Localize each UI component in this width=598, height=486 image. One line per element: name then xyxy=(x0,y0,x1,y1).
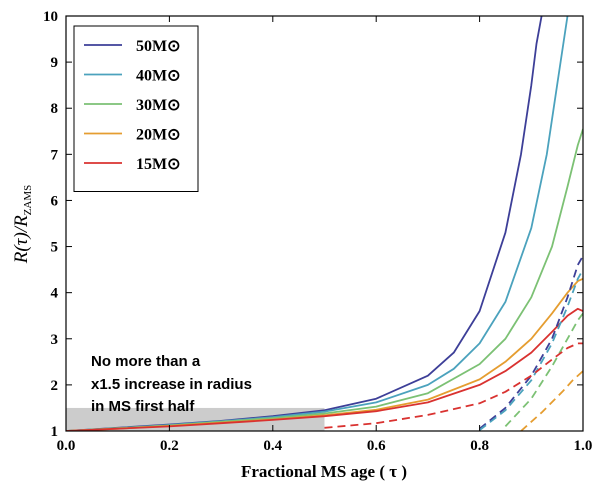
legend-box xyxy=(73,25,199,192)
x-tick-label: 1.0 xyxy=(574,438,593,454)
legend-label: 40M⊙ xyxy=(136,68,181,85)
y-axis-label-main: R(τ)/R xyxy=(11,215,32,264)
y-tick-label: 4 xyxy=(51,286,59,302)
x-axis-label: Fractional MS age ( τ ) xyxy=(241,462,407,481)
annotation-line-2: x1.5 increase in radius xyxy=(91,376,252,393)
legend-label: 15M⊙ xyxy=(136,156,181,173)
plot-area xyxy=(66,16,583,431)
y-axis-label: R(τ)/RZAMS xyxy=(11,185,34,265)
annotation-line-1: No more than a xyxy=(91,353,201,370)
y-tick-label: 10 xyxy=(43,9,58,25)
annotation-line-3: in MS first half xyxy=(91,398,195,415)
y-tick-label: 6 xyxy=(51,193,59,209)
x-tick-label: 0.2 xyxy=(160,438,179,454)
dashed-series-line xyxy=(520,370,583,431)
annotation: No more than a x1.5 increase in radius i… xyxy=(91,353,252,415)
shaded-region xyxy=(66,407,325,431)
dashed-series-line xyxy=(479,255,583,430)
y-tick-label: 7 xyxy=(51,147,59,163)
y-axis-label-sub: ZAMS xyxy=(22,185,34,216)
y-tick-label: 5 xyxy=(51,240,59,256)
legend-label: 30M⊙ xyxy=(136,97,181,114)
y-tick-label: 3 xyxy=(51,332,59,348)
legend: 50M⊙ 40M⊙ 30M⊙ 20M⊙ 15M⊙ xyxy=(73,25,199,192)
dashed-series-line xyxy=(324,342,583,429)
legend-label: 50M⊙ xyxy=(136,38,181,55)
dashed-series-line xyxy=(479,269,583,431)
axis-ticks: 0.0 0.2 0.4 0.6 0.8 1.0 1 2 3 4 5 6 7 8 9 10 xyxy=(43,9,592,454)
y-tick-label: 2 xyxy=(51,378,59,394)
series-line xyxy=(66,307,583,431)
x-tick-label: 0.8 xyxy=(470,438,489,454)
dashed-series-line xyxy=(504,312,583,428)
x-tick-label: 0.4 xyxy=(263,438,282,454)
x-tick-label: 0.0 xyxy=(57,438,76,454)
plot-frame xyxy=(65,15,584,432)
x-tick-label: 0.6 xyxy=(367,438,386,454)
y-tick-label: 1 xyxy=(51,424,59,440)
y-tick-label: 8 xyxy=(51,101,59,117)
y-tick-label: 9 xyxy=(51,55,59,71)
legend-label: 20M⊙ xyxy=(136,127,181,144)
